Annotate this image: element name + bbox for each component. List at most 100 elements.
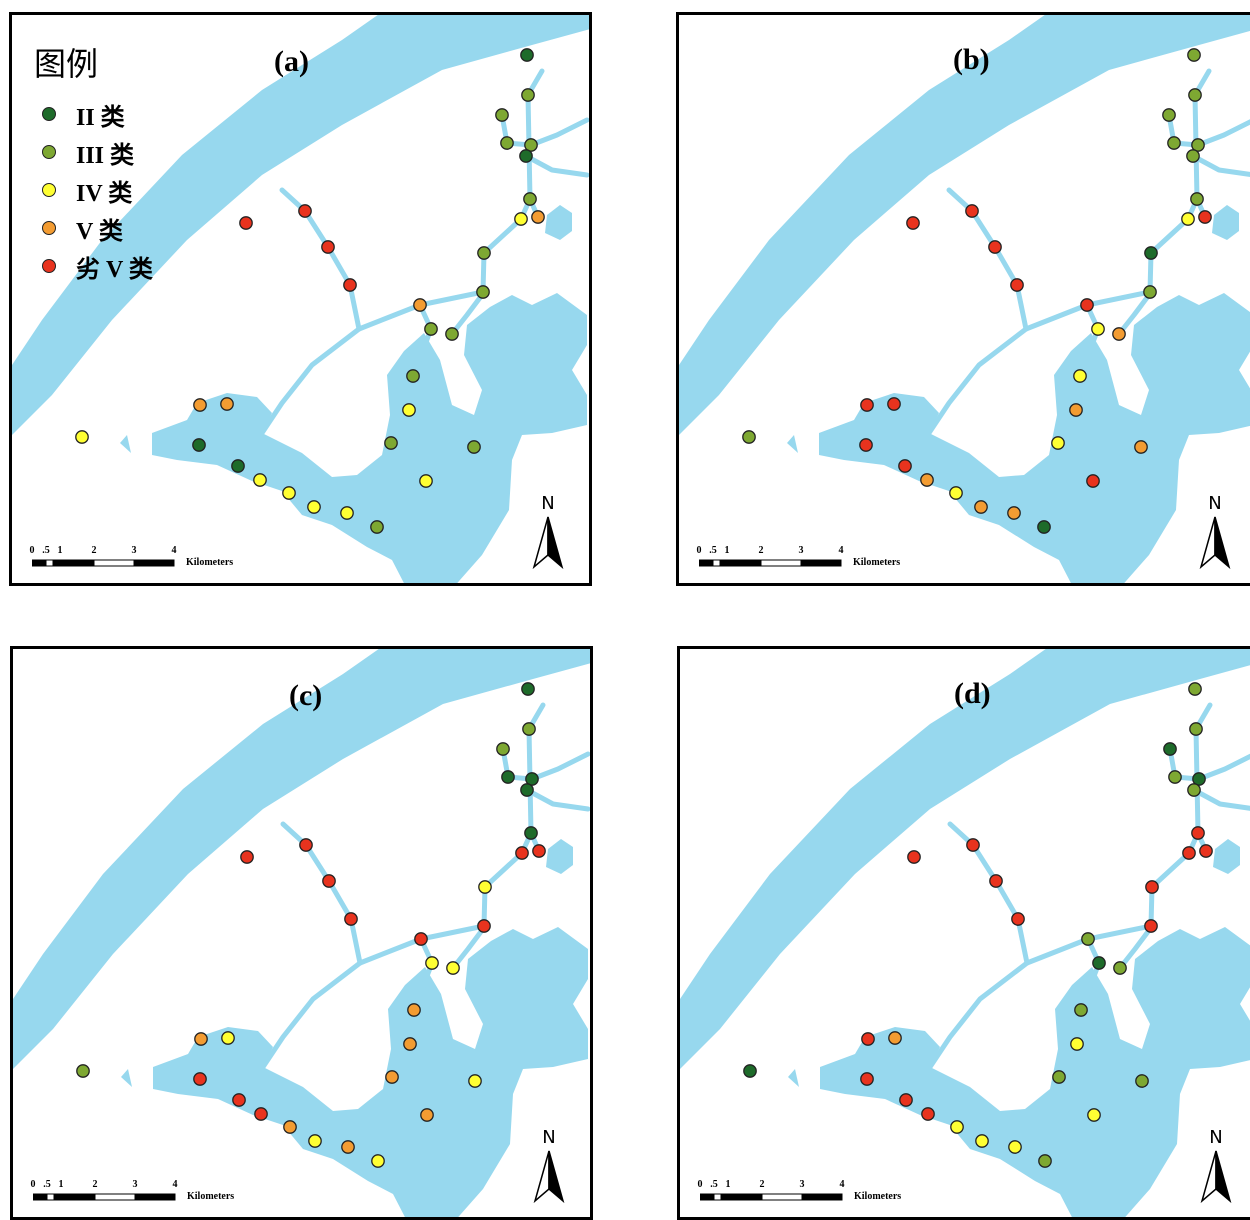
monitoring-station[interactable] [921,1107,935,1121]
monitoring-station[interactable] [1191,138,1205,152]
monitoring-station[interactable] [1187,48,1201,62]
monitoring-station[interactable] [239,216,253,230]
monitoring-station[interactable] [419,474,433,488]
monitoring-station[interactable] [1167,136,1181,150]
monitoring-station[interactable] [253,473,267,487]
monitoring-station[interactable] [413,298,427,312]
monitoring-station[interactable] [299,838,313,852]
monitoring-station[interactable] [1069,403,1083,417]
monitoring-station[interactable] [920,473,934,487]
monitoring-station[interactable] [321,240,335,254]
monitoring-station[interactable] [860,1072,874,1086]
monitoring-station[interactable] [298,204,312,218]
monitoring-station[interactable] [385,1070,399,1084]
monitoring-station[interactable] [1163,742,1177,756]
monitoring-station[interactable] [1037,520,1051,534]
monitoring-station[interactable] [1135,1074,1149,1088]
monitoring-station[interactable] [307,500,321,514]
monitoring-station[interactable] [495,108,509,122]
monitoring-station[interactable] [76,1064,90,1078]
monitoring-station[interactable] [477,246,491,260]
monitoring-station[interactable] [859,438,873,452]
monitoring-station[interactable] [1144,246,1158,260]
monitoring-station[interactable] [193,1072,207,1086]
monitoring-station[interactable] [384,436,398,450]
monitoring-station[interactable] [988,240,1002,254]
monitoring-station[interactable] [220,397,234,411]
monitoring-station[interactable] [254,1107,268,1121]
monitoring-station[interactable] [1186,149,1200,163]
monitoring-station[interactable] [1052,1070,1066,1084]
monitoring-station[interactable] [524,138,538,152]
monitoring-station[interactable] [1074,1003,1088,1017]
monitoring-station[interactable] [468,1074,482,1088]
monitoring-station[interactable] [525,772,539,786]
monitoring-station[interactable] [478,880,492,894]
monitoring-station[interactable] [898,459,912,473]
monitoring-station[interactable] [406,369,420,383]
monitoring-station[interactable] [975,1134,989,1148]
monitoring-station[interactable] [371,1154,385,1168]
monitoring-station[interactable] [1192,772,1206,786]
monitoring-station[interactable] [1051,436,1065,450]
monitoring-station[interactable] [1092,956,1106,970]
monitoring-station[interactable] [467,440,481,454]
monitoring-station[interactable] [1191,826,1205,840]
monitoring-station[interactable] [966,838,980,852]
monitoring-station[interactable] [1189,722,1203,736]
monitoring-station[interactable] [1086,474,1100,488]
monitoring-station[interactable] [1143,285,1157,299]
monitoring-station[interactable] [341,1140,355,1154]
monitoring-station[interactable] [949,486,963,500]
monitoring-station[interactable] [1181,212,1195,226]
monitoring-station[interactable] [1134,440,1148,454]
monitoring-station[interactable] [1112,327,1126,341]
monitoring-station[interactable] [907,850,921,864]
monitoring-station[interactable] [1198,210,1212,224]
monitoring-station[interactable] [231,459,245,473]
monitoring-station[interactable] [950,1120,964,1134]
monitoring-station[interactable] [240,850,254,864]
monitoring-station[interactable] [520,783,534,797]
monitoring-station[interactable] [1080,298,1094,312]
monitoring-station[interactable] [742,430,756,444]
monitoring-station[interactable] [1008,1140,1022,1154]
monitoring-station[interactable] [1199,844,1213,858]
monitoring-station[interactable] [906,216,920,230]
monitoring-station[interactable] [283,1120,297,1134]
monitoring-station[interactable] [521,88,535,102]
monitoring-station[interactable] [1087,1108,1101,1122]
monitoring-station[interactable] [1081,932,1095,946]
monitoring-station[interactable] [1073,369,1087,383]
monitoring-station[interactable] [1091,322,1105,336]
monitoring-station[interactable] [524,826,538,840]
monitoring-station[interactable] [193,398,207,412]
monitoring-station[interactable] [1162,108,1176,122]
monitoring-station[interactable] [1113,961,1127,975]
monitoring-station[interactable] [532,844,546,858]
monitoring-station[interactable] [232,1093,246,1107]
monitoring-station[interactable] [989,874,1003,888]
monitoring-station[interactable] [75,430,89,444]
monitoring-station[interactable] [282,486,296,500]
monitoring-station[interactable] [446,961,460,975]
monitoring-station[interactable] [515,846,529,860]
monitoring-station[interactable] [1144,919,1158,933]
monitoring-station[interactable] [344,912,358,926]
monitoring-station[interactable] [974,500,988,514]
monitoring-station[interactable] [743,1064,757,1078]
monitoring-station[interactable] [477,919,491,933]
monitoring-station[interactable] [322,874,336,888]
monitoring-station[interactable] [221,1031,235,1045]
monitoring-station[interactable] [531,210,545,224]
monitoring-station[interactable] [445,327,459,341]
monitoring-station[interactable] [1007,506,1021,520]
monitoring-station[interactable] [1182,846,1196,860]
monitoring-station[interactable] [343,278,357,292]
monitoring-station[interactable] [514,212,528,226]
monitoring-station[interactable] [194,1032,208,1046]
monitoring-station[interactable] [887,397,901,411]
monitoring-station[interactable] [403,1037,417,1051]
monitoring-station[interactable] [308,1134,322,1148]
monitoring-station[interactable] [522,722,536,736]
